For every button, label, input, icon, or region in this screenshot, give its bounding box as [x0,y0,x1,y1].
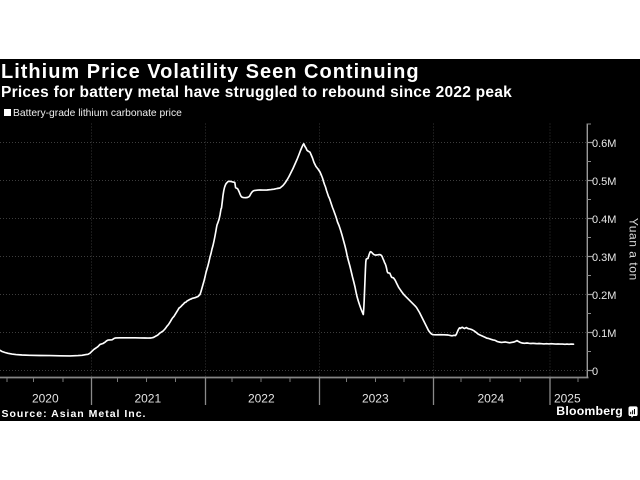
svg-text:0.3M: 0.3M [592,252,616,264]
svg-text:2022: 2022 [248,391,275,405]
svg-text:2020: 2020 [32,391,59,405]
svg-text:2024: 2024 [477,391,504,405]
svg-text:0.5M: 0.5M [592,176,616,188]
svg-text:0.4M: 0.4M [592,214,616,226]
svg-text:0.1M: 0.1M [592,328,616,340]
svg-text:0.2M: 0.2M [592,290,616,302]
svg-text:0.6M: 0.6M [592,138,616,150]
svg-text:2023: 2023 [362,391,389,405]
svg-text:2025: 2025 [554,391,581,405]
svg-text:2021: 2021 [134,391,161,405]
svg-text:Yuan a ton: Yuan a ton [627,218,640,281]
svg-text:0: 0 [592,366,598,378]
